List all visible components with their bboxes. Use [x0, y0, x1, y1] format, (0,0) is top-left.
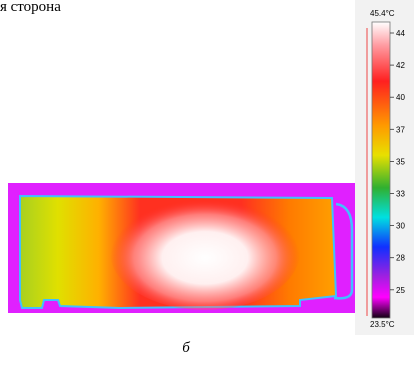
figure: я сторона 45.4°C 23.5°C 44 42 40 37 35 33 30 28…	[0, 0, 414, 365]
tick-label: 44	[396, 29, 405, 38]
tick-label: 40	[396, 93, 405, 102]
caption: б	[182, 340, 190, 356]
tick-label: 37	[396, 125, 405, 134]
page: я сторона 45.4°C 23.5°C 44 42 40 37 35 33 30 28…	[0, 0, 414, 365]
colorbar-max: 45.4°C	[370, 9, 395, 18]
tick-label: 28	[396, 254, 405, 263]
colorbar-min: 23.5°C	[370, 320, 395, 329]
colorbar	[372, 22, 390, 318]
tick-label: 25	[396, 286, 405, 295]
tick-label: 30	[396, 222, 405, 231]
tick-label: 35	[396, 157, 405, 166]
hot-spot	[110, 194, 300, 310]
tick-label: 42	[396, 61, 405, 70]
tick-label: 33	[396, 190, 405, 199]
header-title: я сторона	[0, 0, 61, 15]
